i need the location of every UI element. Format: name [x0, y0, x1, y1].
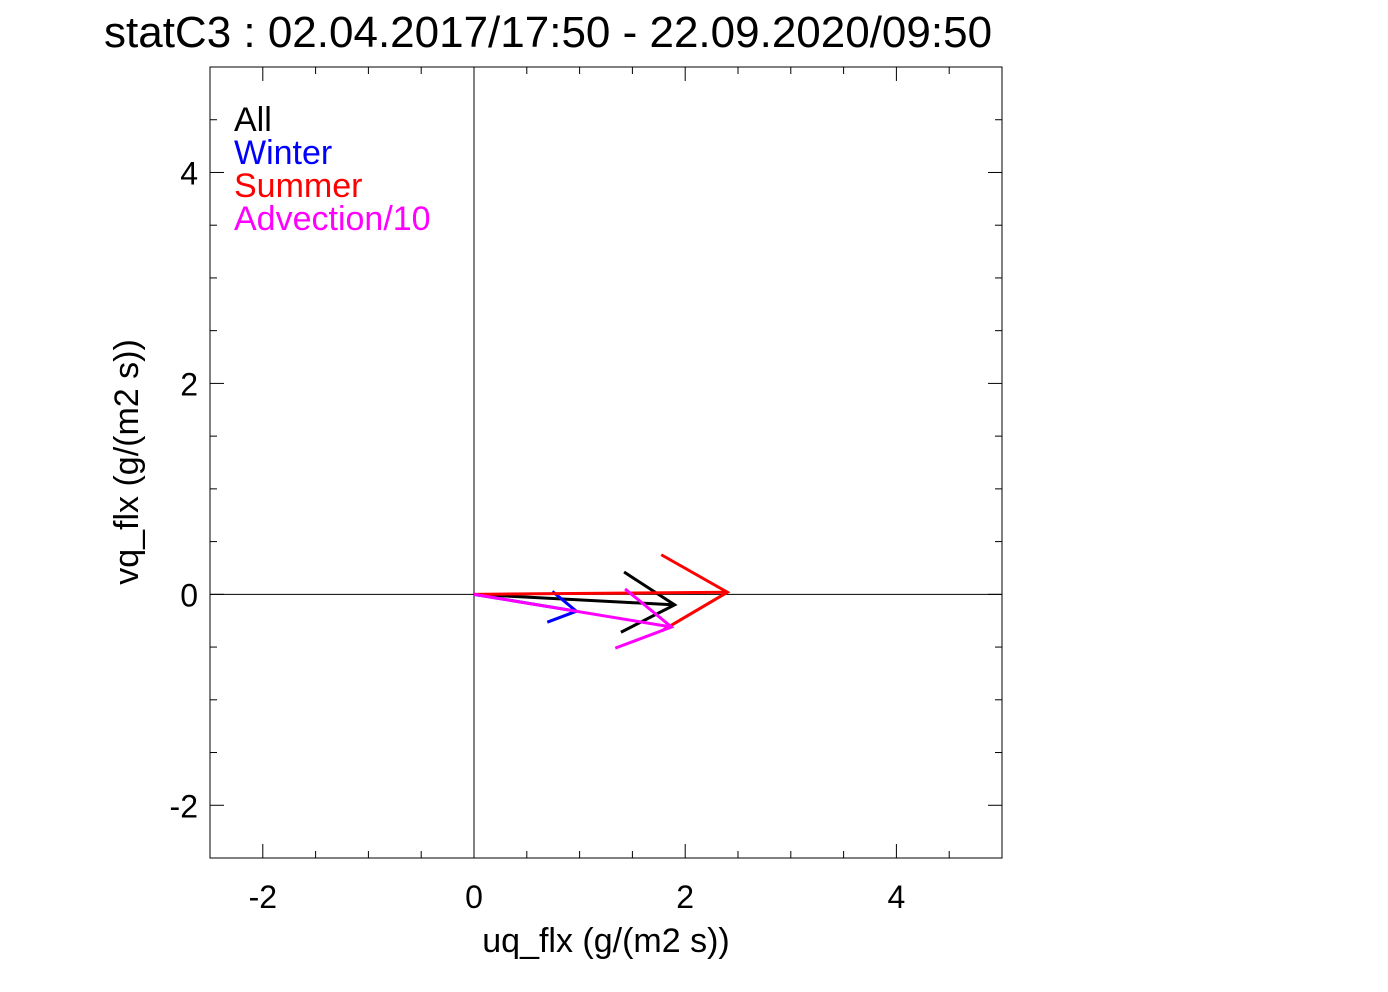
arrow-shaft [473, 590, 728, 596]
legend-entry: Advection/10 [234, 200, 431, 238]
y-axis-label: vq_flx (g/(m2 s)) [108, 339, 146, 585]
vector-arrow-advection-10 [473, 587, 675, 650]
arrow-head [660, 553, 731, 633]
y-tick-label: 0 [180, 577, 198, 613]
x-tick-label: 4 [888, 879, 906, 915]
y-tick-label: -2 [170, 788, 198, 824]
plot-frame [209, 66, 1003, 859]
x-axis-label: uq_flx (g/(m2 s)) [482, 922, 730, 960]
y-tick-label: 2 [180, 366, 198, 402]
x-tick-label: 0 [465, 879, 483, 915]
legend-entry: Summer [234, 167, 362, 205]
vector-arrow-summer [473, 553, 731, 633]
vector-arrows [473, 553, 731, 650]
chart-title: statC3 : 02.04.2017/17:50 - 22.09.2020/0… [104, 8, 992, 57]
legend-entry: Winter [234, 134, 332, 172]
legend-entry: All [234, 101, 272, 139]
y-tick-label: 4 [180, 155, 198, 191]
tick-labels: -2 0 2 4 -2 0 2 4 [170, 155, 906, 915]
arrow-shaft [473, 592, 672, 629]
x-tick-label: 2 [676, 879, 694, 915]
x-tick-label: -2 [249, 879, 277, 915]
arrow-head [614, 587, 675, 650]
